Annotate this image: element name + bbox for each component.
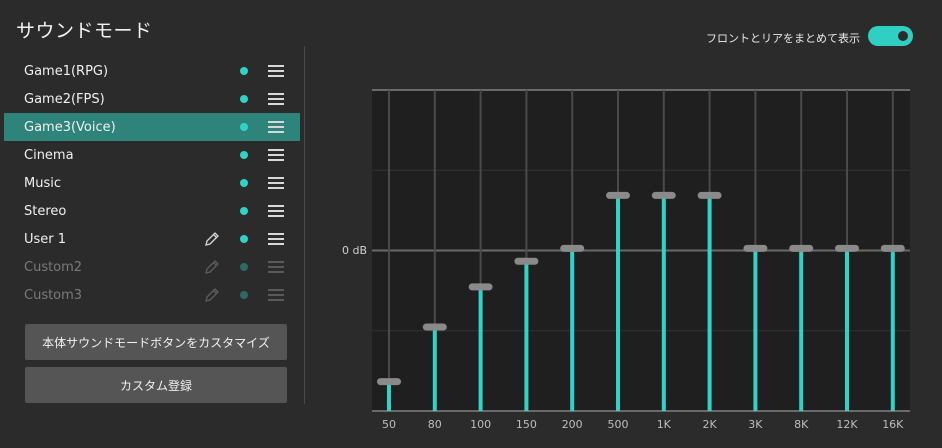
sound-mode-item[interactable]: Stereo — [4, 197, 300, 225]
slider-fill — [432, 327, 437, 411]
sound-mode-item[interactable]: Game3(Voice) — [4, 113, 300, 141]
hamburger-menu-icon[interactable] — [268, 233, 284, 245]
hamburger-menu-icon[interactable] — [268, 177, 284, 189]
slider-fill — [616, 195, 620, 411]
sound-mode-label: User 1 — [24, 231, 67, 247]
mode-status-dot — [240, 291, 248, 299]
mode-status-dot — [240, 179, 248, 187]
custom-register-button[interactable]: カスタム登録 — [25, 367, 287, 403]
slider-fill — [661, 195, 666, 411]
slider-knob[interactable] — [377, 378, 401, 386]
slider-knob[interactable] — [560, 244, 585, 252]
slider-knob[interactable] — [468, 283, 493, 291]
frequency-label: 80 — [427, 418, 442, 431]
customize-mode-button[interactable]: 本体サウンドモードボタンをカスタマイズ — [25, 324, 287, 360]
sound-mode-label: Game3(Voice) — [24, 119, 116, 135]
slider-fill — [799, 248, 804, 411]
slider-fill — [524, 261, 529, 411]
frequency-label: 8K — [794, 418, 809, 431]
slider-knob[interactable] — [606, 191, 630, 199]
sound-mode-label: Custom2 — [24, 259, 83, 275]
hamburger-menu-icon[interactable] — [268, 261, 284, 273]
sound-mode-item[interactable]: User 1 — [4, 225, 300, 253]
hamburger-menu-icon[interactable] — [268, 289, 284, 301]
slider-knob[interactable] — [697, 191, 722, 199]
mode-status-dot — [240, 67, 248, 75]
front-rear-toggle[interactable] — [868, 26, 913, 46]
frequency-label: 2K — [702, 418, 717, 431]
frequency-label: 150 — [515, 418, 537, 431]
slider-knob[interactable] — [514, 257, 539, 265]
frequency-label: 3K — [748, 418, 763, 431]
slider-fill — [890, 248, 895, 411]
zero-db-label: 0 dB — [342, 244, 368, 257]
slider-fill — [845, 248, 849, 411]
sound-mode-label: Game2(FPS) — [24, 91, 105, 107]
hamburger-menu-icon[interactable] — [268, 149, 284, 161]
sound-mode-item[interactable]: Game1(RPG) — [4, 57, 300, 85]
mode-status-dot — [240, 95, 248, 103]
slider-fill — [387, 382, 391, 411]
mode-status-dot — [240, 123, 248, 131]
sound-mode-item[interactable]: Cinema — [4, 141, 300, 169]
slider-knob[interactable] — [789, 244, 814, 252]
page-title: サウンドモード — [16, 20, 153, 42]
slider-knob[interactable] — [743, 244, 768, 252]
slider-fill — [570, 248, 575, 411]
sound-mode-label: Custom3 — [24, 287, 83, 303]
sound-mode-item[interactable]: Game2(FPS) — [4, 85, 300, 113]
panel-divider — [304, 46, 305, 404]
toggle-knob — [898, 31, 908, 41]
pencil-icon[interactable] — [203, 286, 221, 304]
sound-mode-label: Cinema — [24, 147, 74, 163]
hamburger-menu-icon[interactable] — [268, 65, 284, 77]
mode-status-dot — [240, 151, 248, 159]
frequency-label: 1K — [656, 418, 671, 431]
mode-status-dot — [240, 235, 248, 243]
slider-knob[interactable] — [835, 244, 859, 252]
sound-mode-list: Game1(RPG) Game2(FPS) Game3(Voice) Cinema Mu… — [4, 57, 300, 309]
slider-fill — [753, 248, 758, 411]
frequency-label: 200 — [561, 418, 583, 431]
sound-mode-label: Music — [24, 175, 61, 191]
hamburger-menu-icon[interactable] — [268, 93, 284, 105]
mode-status-dot — [240, 263, 248, 271]
frequency-label: 16K — [882, 418, 904, 431]
slider-knob[interactable] — [651, 191, 676, 199]
pencil-icon[interactable] — [203, 258, 221, 276]
frequency-label: 500 — [607, 418, 629, 431]
frequency-label: 50 — [382, 418, 396, 431]
sound-mode-label: Game1(RPG) — [24, 63, 109, 79]
hamburger-menu-icon[interactable] — [268, 205, 284, 217]
slider-fill — [478, 287, 483, 411]
mode-status-dot — [240, 207, 248, 215]
toggle-label: フロントとリアをまとめて表示 — [706, 32, 860, 45]
slider-fill — [707, 195, 712, 411]
slider-knob[interactable] — [880, 244, 905, 252]
frequency-label: 100 — [470, 418, 492, 431]
sound-mode-label: Stereo — [24, 203, 67, 219]
frequency-label: 12K — [836, 418, 858, 431]
sound-mode-item[interactable]: Music — [4, 169, 300, 197]
sound-mode-item[interactable]: Custom3 — [4, 281, 300, 309]
sound-mode-item[interactable]: Custom2 — [4, 253, 300, 281]
hamburger-menu-icon[interactable] — [268, 121, 284, 133]
pencil-icon[interactable] — [203, 230, 221, 248]
slider-knob[interactable] — [422, 323, 447, 331]
